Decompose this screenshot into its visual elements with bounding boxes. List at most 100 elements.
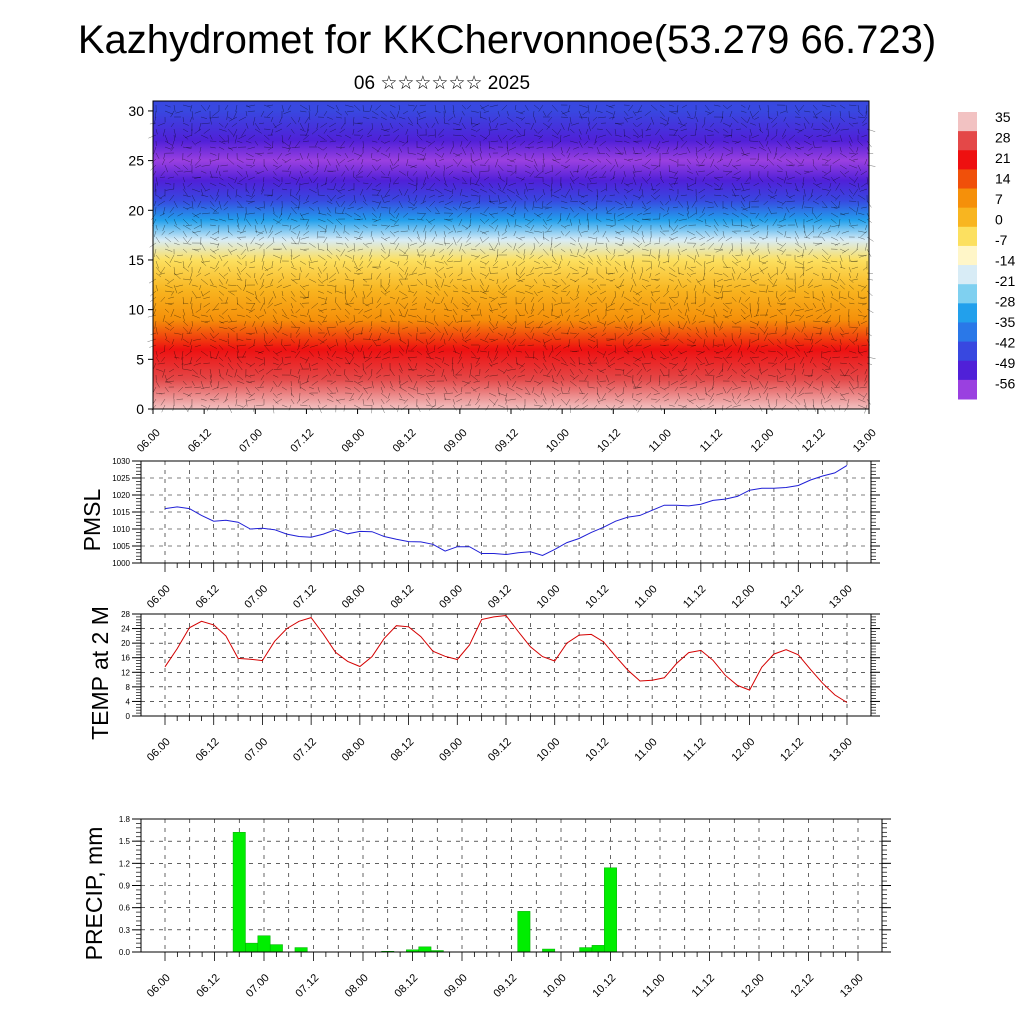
- x-tick-label: 07.00: [242, 736, 270, 764]
- x-tick-label: 10.12: [583, 583, 611, 611]
- colorbar-swatch: [958, 150, 977, 170]
- x-tick-label: 06.00: [145, 972, 173, 1000]
- x-tick-label: 09.00: [442, 427, 470, 455]
- x-tick-label: 06.12: [194, 583, 222, 611]
- colorbar-swatch: [958, 207, 977, 228]
- x-tick-label: 13.00: [838, 972, 866, 1000]
- colorbar-label: -14: [995, 253, 1015, 269]
- y-tick-label: 15: [128, 252, 144, 268]
- precip-bar: [591, 945, 605, 953]
- y-tick-label: 20: [121, 639, 130, 648]
- x-tick-label: 11.00: [640, 972, 667, 999]
- precip-bar: [232, 832, 246, 953]
- precip-bar: [245, 942, 259, 953]
- y-tick-label: 4: [126, 697, 131, 706]
- y-tick-label: 1005: [112, 542, 130, 551]
- x-tick-label: 08.12: [388, 583, 416, 611]
- colorbar-swatch: [958, 284, 977, 304]
- precip-bar: [579, 947, 593, 953]
- x-tick-label: 08.00: [340, 583, 368, 611]
- x-tick-label: 09.00: [437, 736, 465, 764]
- colorbar-label: -35: [995, 314, 1015, 330]
- x-tick-label: 11.00: [632, 583, 659, 610]
- x-tick-label: 11.12: [698, 427, 725, 454]
- colorbar-label: -28: [995, 294, 1015, 310]
- y-tick-label: 1000: [112, 559, 130, 568]
- x-tick-label: 10.00: [535, 583, 563, 611]
- colorbar-label: 28: [995, 130, 1011, 146]
- x-tick-label: 07.00: [242, 583, 270, 611]
- y-tick-label: 1.5: [119, 837, 131, 846]
- x-tick-label: 08.00: [343, 972, 371, 1000]
- precip-bar: [604, 867, 617, 953]
- colorbar-label: -7: [995, 232, 1008, 248]
- y-tick-label: 16: [121, 654, 130, 663]
- x-tick-label: 13.00: [851, 427, 879, 455]
- x-tick-label: 09.00: [442, 972, 470, 1000]
- x-tick-label: 08.12: [392, 972, 420, 1000]
- colorbar-label: -42: [995, 335, 1015, 351]
- precip-bar: [517, 911, 531, 953]
- precip-panel: 0.0 0.3 0.6 0.9 1.2 1.5 1.8 06.00 06.12 07.00 07.1…: [81, 815, 891, 1000]
- colorbar-swatch: [958, 131, 977, 151]
- x-tick-label: 11.12: [681, 583, 708, 610]
- x-tick-label: 13.00: [827, 583, 855, 611]
- y-tick-label: 0: [136, 401, 144, 417]
- x-tick-label: 06.00: [135, 427, 163, 455]
- y-tick-label: 1010: [112, 525, 130, 534]
- x-tick-label: 08.00: [339, 427, 367, 455]
- precip-bar: [257, 935, 271, 953]
- y-axis-title: PRECIP, mm: [81, 827, 107, 961]
- y-tick-label: 1030: [112, 457, 130, 466]
- series-line: [164, 464, 848, 557]
- x-tick-label: 07.12: [291, 736, 319, 764]
- precip-bar: [294, 947, 308, 953]
- x-tick-label: 12.00: [749, 427, 777, 455]
- colorbar-label: -21: [995, 273, 1015, 289]
- y-tick-label: 0.9: [119, 882, 131, 891]
- page-title: Kazhydromet for KKChervonnoe(53.279 66.7…: [77, 18, 937, 62]
- x-tick-label: 12.12: [788, 972, 816, 1000]
- colorbar-label: 21: [995, 150, 1011, 166]
- colorbar-swatch: [958, 245, 977, 266]
- colorbar-swatch: [958, 322, 977, 343]
- x-tick-label: 06.00: [145, 736, 173, 764]
- y-tick-label: 1020: [112, 491, 130, 500]
- x-tick-label: 09.12: [491, 972, 519, 1000]
- y-tick-label: 0.0: [119, 948, 131, 957]
- x-tick-label: 10.12: [583, 736, 611, 764]
- colorbar-swatch: [958, 226, 977, 247]
- x-tick-label: 12.00: [729, 583, 757, 611]
- y-tick-label: 0.3: [119, 926, 131, 935]
- x-tick-label: 13.00: [827, 736, 855, 764]
- colorbar-label: 7: [995, 191, 1003, 207]
- x-tick-label: 10.00: [541, 972, 569, 1000]
- x-tick-label: 07.12: [288, 427, 316, 455]
- x-tick-label: 06.12: [194, 736, 222, 764]
- x-tick-label: 07.12: [293, 972, 321, 1000]
- y-tick-label: 1.8: [119, 815, 131, 824]
- y-tick-label: 1.2: [119, 859, 131, 868]
- x-tick-label: 11.00: [647, 427, 674, 454]
- colorbar-swatch: [958, 169, 977, 190]
- y-tick-label: 28: [121, 610, 130, 619]
- y-tick-label: 1025: [112, 474, 130, 483]
- colorbar-swatch: [958, 265, 977, 285]
- x-tick-label: 11.00: [632, 736, 659, 763]
- colorbar-label: 14: [995, 171, 1011, 187]
- x-tick-label: 10.12: [590, 972, 618, 1000]
- x-tick-label: 12.00: [729, 736, 757, 764]
- x-tick-label: 09.12: [486, 583, 514, 611]
- y-tick-label: 30: [128, 103, 144, 119]
- y-tick-label: 5: [136, 351, 144, 367]
- x-tick-label: 08.12: [391, 427, 419, 455]
- x-tick-label: 12.12: [778, 583, 806, 611]
- colorbar-label: 35: [995, 109, 1011, 125]
- colorbar-label: -49: [995, 355, 1015, 371]
- x-tick-label: 06.12: [186, 427, 214, 455]
- colorbar-swatch: [958, 360, 977, 381]
- x-tick-label: 09.12: [486, 736, 514, 764]
- colorbar-swatch: [958, 188, 977, 209]
- wind-barbs: [147, 104, 876, 414]
